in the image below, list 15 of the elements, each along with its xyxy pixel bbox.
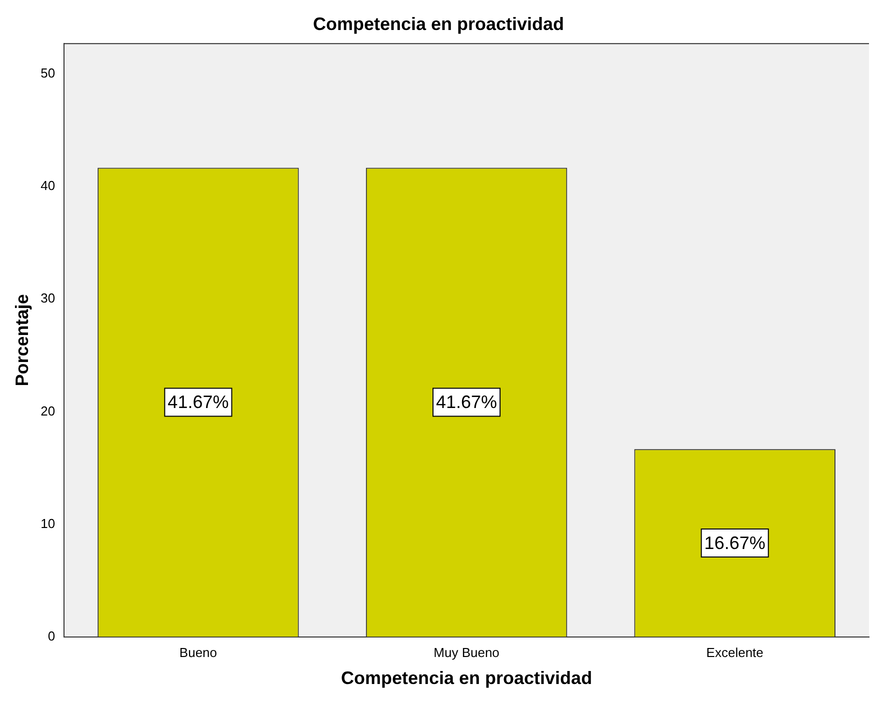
y-tick-label: 0 [48,628,56,644]
x-axis-title: Competencia en proactividad [341,668,592,688]
x-tick-label: Excelente [706,645,764,660]
x-tick-label: Muy Bueno [434,645,500,660]
y-tick-label: 10 [40,516,56,531]
data-label: 41.67% [168,392,229,412]
y-tick-label: 40 [40,178,56,194]
x-tick-label: Bueno [179,645,218,660]
y-tick-label: 20 [40,403,56,418]
y-tick-label: 30 [40,290,56,306]
data-label: 41.67% [436,392,498,412]
data-label: 16.67% [704,532,766,553]
y-axis-title: Porcentaje [12,294,32,386]
chart-title: Competencia en proactividad [312,14,564,34]
y-tick-label: 50 [40,66,56,81]
